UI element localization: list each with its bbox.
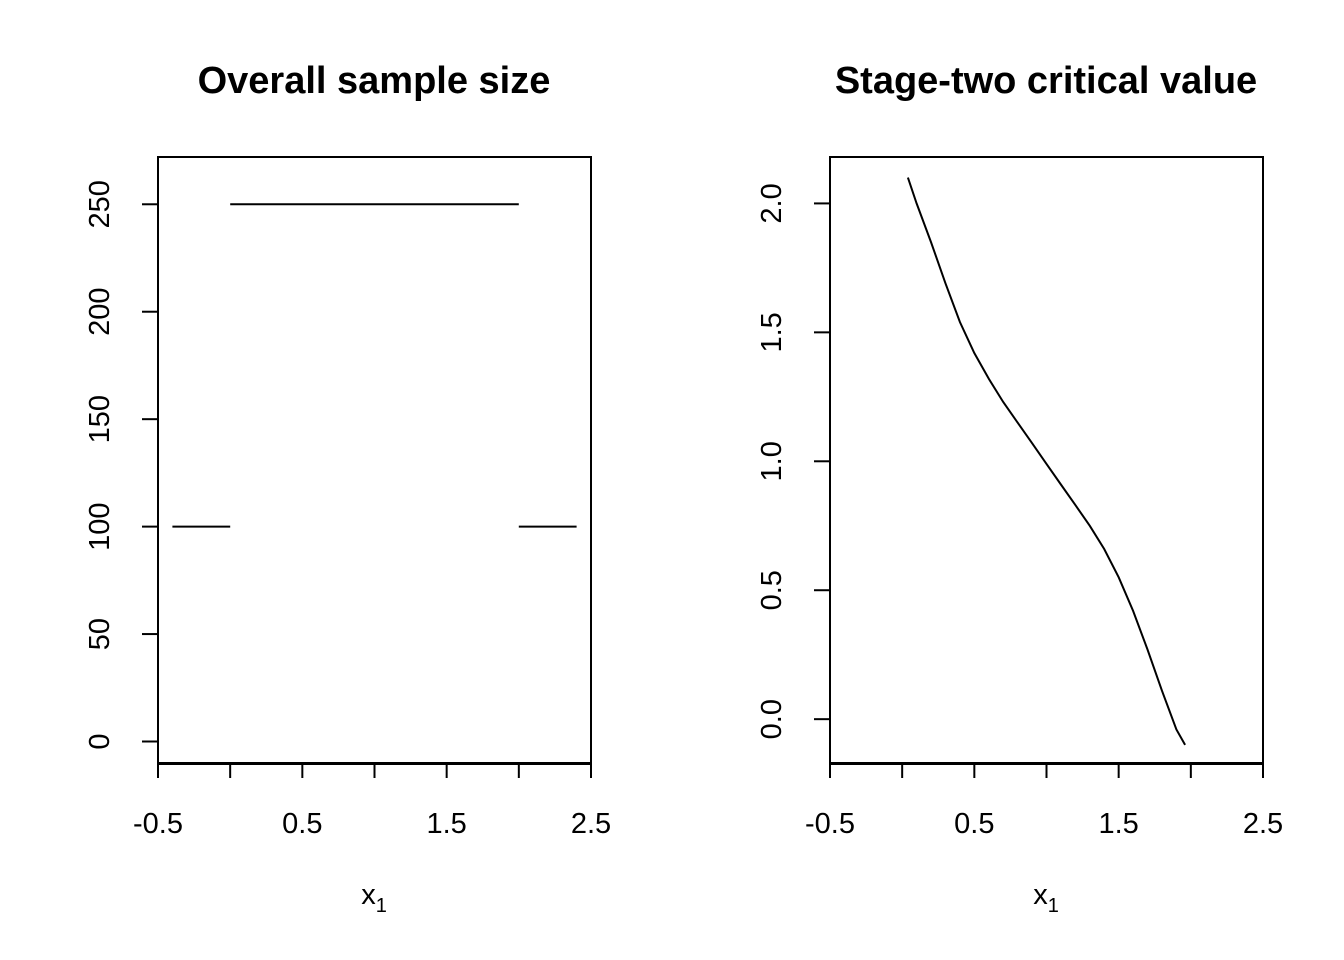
x-tick-label: -0.5 (805, 808, 855, 840)
x-tick-label: 2.5 (1243, 808, 1283, 840)
data-series (906, 177, 1186, 746)
y-tick-label: 1.0 (756, 441, 788, 481)
chart-title: Overall sample size (198, 60, 551, 102)
series-line (906, 177, 1186, 746)
plot-frame (829, 156, 1264, 764)
y-tick-label: 200 (84, 288, 116, 336)
x-tick-label: 2.5 (571, 808, 611, 840)
y-tick-label: 0 (84, 733, 116, 749)
y-tick-label: 150 (84, 395, 116, 443)
y-axis: 0 50 100 150 200 250 (84, 180, 159, 750)
x-axis-label: x1 (1033, 879, 1059, 917)
x-axis-label: x1 (361, 879, 387, 917)
x-tick-label: 0.5 (282, 808, 322, 840)
x-tick-label: 0.5 (954, 808, 994, 840)
x-tick-label: 1.5 (1099, 808, 1139, 840)
x-tick-label: 1.5 (427, 808, 467, 840)
y-tick-label: 100 (84, 502, 116, 550)
y-tick-label: 0.0 (756, 699, 788, 739)
x-axis: -0.5 0.5 1.5 2.5 (805, 763, 1283, 840)
y-tick-label: 250 (84, 180, 116, 228)
y-tick-label: 1.5 (756, 312, 788, 352)
y-tick-label: 2.0 (756, 183, 788, 223)
data-series (172, 203, 577, 528)
y-tick-label: 50 (84, 618, 116, 650)
y-tick-label: 0.5 (756, 570, 788, 610)
y-axis: 0.0 0.5 1.0 1.5 2.0 (756, 183, 831, 739)
panel-stage-two-critical-value: Stage-two critical value -0.5 0.5 1.5 2.5 0… (756, 60, 1283, 917)
plot-frame (157, 156, 592, 764)
panel-overall-sample-size: Overall sample size -0.5 0.5 1.5 2.5 0 50 100… (84, 60, 611, 917)
x-tick-label: -0.5 (133, 808, 183, 840)
chart-title: Stage-two critical value (835, 60, 1257, 102)
x-axis: -0.5 0.5 1.5 2.5 (133, 763, 611, 840)
